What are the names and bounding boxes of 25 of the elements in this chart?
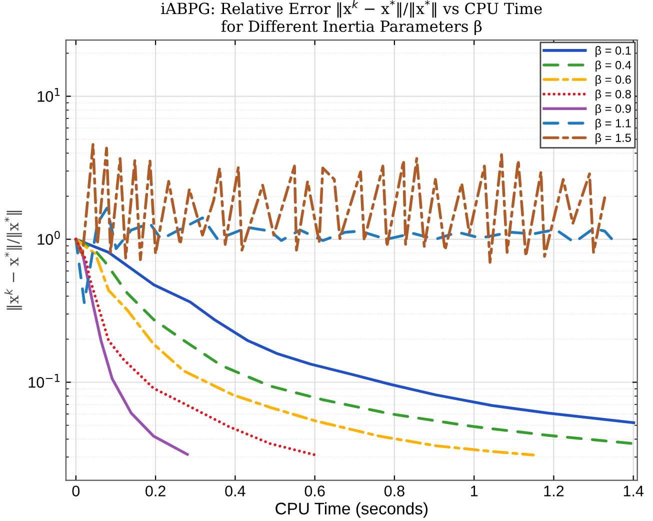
x-tick-label: 1.2 <box>544 486 564 496</box>
x-tick-label: 1 <box>470 486 478 496</box>
x-tick-label: 0.6 <box>304 486 325 496</box>
legend-label: β = 0.6 <box>596 75 631 86</box>
y-tick-label: 10$^{1}$ <box>38 88 60 102</box>
line-series <box>74 142 606 264</box>
legend-label: β = 0.4 <box>596 60 632 72</box>
chart-title: iABPG: Relative Error ‖x$^{k}$ − x$^{*}$‖/‖x$^{*}$‖ vs CPU Time <box>161 0 542 18</box>
x-tick-label: 0.2 <box>146 486 166 496</box>
chart-subtitle: for Different Inertia Parameters β <box>221 20 482 35</box>
x-tick-label: 1.4 <box>624 486 644 496</box>
x-tick-label: 0.4 <box>225 486 246 496</box>
x-tick-label: 0 <box>72 486 80 496</box>
legend-label: β = 1.1 <box>596 118 631 130</box>
line-series <box>74 238 317 456</box>
x-tick-label: 0.8 <box>384 486 404 496</box>
y-axis-title: ‖x$^{k}$ − x$^{*}$‖/‖x$^{*}$‖ <box>4 210 22 310</box>
y-tick-label: 10$^{0}$ <box>38 230 60 245</box>
legend-label: β = 0.1 <box>596 46 631 58</box>
x-axis-title: CPU Time (seconds) <box>276 502 428 518</box>
legend-label: β = 0.8 <box>596 90 631 101</box>
legend-label: β = 0.9 <box>596 104 631 116</box>
y-tick-label: 10$^{−1}$ <box>28 374 60 388</box>
legend-label: β = 1.5 <box>596 133 631 144</box>
line-series <box>74 238 535 456</box>
